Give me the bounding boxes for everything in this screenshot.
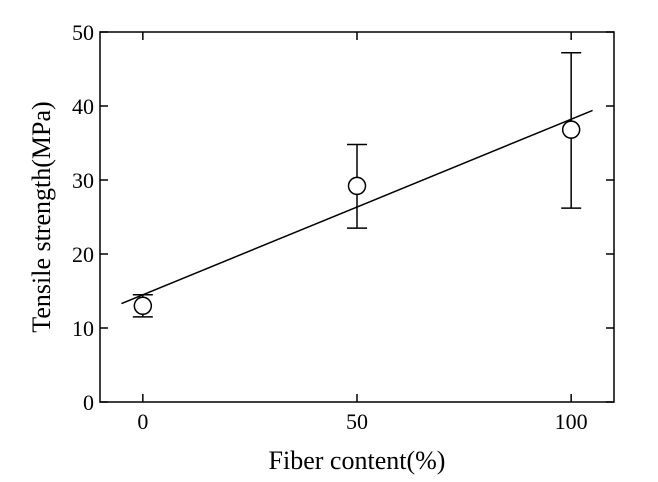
data-series [121,51,593,318]
y-tick-label: 10 [72,316,94,341]
y-axis-ticks: 0 10 20 30 40 50 [72,20,614,415]
y-tick-label: 20 [72,242,94,267]
y-tick-label: 0 [83,390,94,415]
y-axis-title: Tensile strength(MPa) [27,101,56,332]
x-tick-label: 0 [137,409,148,434]
y-tick-label: 30 [72,168,94,193]
data-point [133,296,153,316]
data-point [561,120,581,139]
x-tick-label: 100 [555,409,588,434]
x-tick-label: 50 [346,409,368,434]
y-tick-label: 40 [72,94,94,119]
y-tick-label: 50 [72,20,94,45]
data-point [347,176,367,196]
x-axis-ticks: 0 50 100 [137,32,588,434]
x-axis-title: Fiber content(%) [269,446,446,475]
